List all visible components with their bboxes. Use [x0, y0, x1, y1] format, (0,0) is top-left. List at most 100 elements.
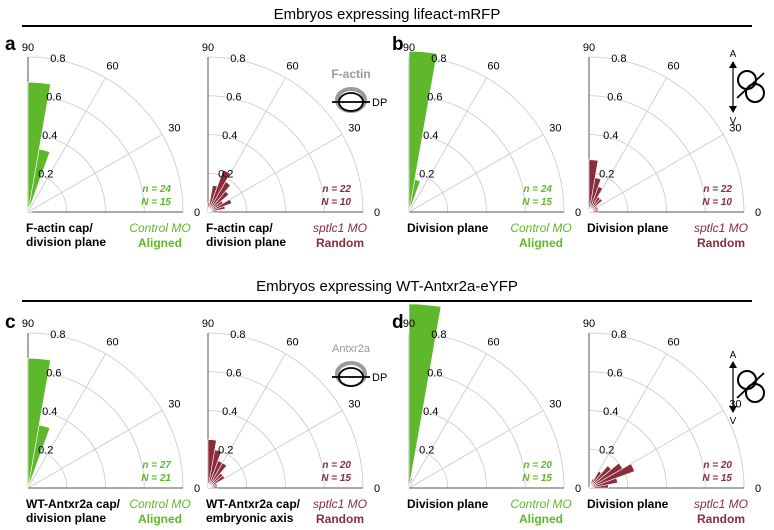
- ventral-label: V: [730, 416, 737, 427]
- embryo-N-label: N = 15: [522, 197, 552, 208]
- radial-gridline: [207, 134, 286, 213]
- polar-bar-mark: [207, 439, 217, 489]
- angle-tick-label: 90: [403, 42, 415, 54]
- radial-gridline: [27, 56, 184, 213]
- radial-tick-label: 0.8: [50, 329, 65, 341]
- xlabel-line: WT-Antxr2a cap/: [26, 497, 121, 511]
- polar-bar-mark: [27, 81, 51, 213]
- radial-tick-label: 0.4: [423, 406, 438, 418]
- schematic-dp-label: DP: [372, 372, 387, 384]
- daughter-cell-shape: [737, 70, 757, 90]
- radial-gridline: [588, 371, 706, 489]
- radial-tick-label: 0.8: [230, 53, 245, 65]
- radial-tick-label: 0.8: [431, 329, 446, 341]
- radial-gridline: [588, 95, 706, 213]
- xlabel-line: division plane: [26, 511, 106, 525]
- angle-tick-label: 60: [286, 337, 298, 349]
- embryo-N-label: N = 15: [321, 473, 351, 484]
- angle-tick-label: 60: [487, 61, 499, 73]
- division-plane-line: [736, 72, 765, 99]
- radial-tick-label: 0.6: [226, 367, 241, 379]
- radial-tick-label: 0.8: [230, 329, 245, 341]
- angle-tick-label: 0: [374, 207, 380, 219]
- radial-tick-label: 0.2: [419, 445, 434, 457]
- xlabel-line: Division plane: [407, 221, 489, 235]
- chart-xlabel: F-actin cap/division plane: [206, 221, 286, 249]
- radial-tick-label: 0.2: [218, 445, 233, 457]
- angle-gridline: [27, 353, 106, 489]
- polar-chart: 0.2 0.4 0.6 0.8 90 60 30 0 F-actin cap/division …: [202, 42, 380, 250]
- radial-gridline: [207, 332, 364, 489]
- sample-n-label: n = 22: [703, 184, 732, 195]
- radial-tick-label: 0.2: [38, 445, 53, 457]
- polar-bar-mark: [588, 478, 595, 489]
- embryo-N-label: N = 15: [141, 197, 171, 208]
- condition-label: Control MO: [129, 497, 190, 511]
- polar-chart: 0.2 0.4 0.6 0.8 90 60 30 0 WT-Antxr2a cap/divisi…: [22, 318, 200, 526]
- angle-tick-label: 0: [374, 483, 380, 495]
- result-label: Aligned: [138, 236, 182, 250]
- angle-gridline: [27, 77, 106, 213]
- angle-tick-label: 30: [549, 123, 561, 135]
- radial-tick-label: 0.2: [599, 445, 614, 457]
- xlabel-line: WT-Antxr2a cap/: [206, 497, 301, 511]
- polar-bar-mark: [207, 184, 218, 213]
- sample-n-label: n = 20: [523, 460, 552, 471]
- polar-bar-mark: [207, 169, 231, 213]
- polar-bar-mark: [588, 465, 612, 489]
- radial-gridline: [408, 410, 487, 489]
- radial-gridline: [588, 448, 629, 489]
- radial-gridline: [207, 172, 248, 213]
- angle-gridline: [408, 353, 487, 489]
- radial-tick-label: 0.4: [603, 406, 618, 418]
- condition-label: Control MO: [129, 221, 190, 235]
- angle-tick-label: 60: [106, 61, 118, 73]
- chart-xlabel: WT-Antxr2a cap/division plane: [26, 497, 121, 525]
- polar-bar-mark: [27, 210, 33, 213]
- polar-chart: 0.2 0.4 0.6 0.8 90 60 30 0 WT-Antxr2a cap/embryo…: [202, 318, 380, 526]
- radial-tick-label: 0.6: [427, 91, 442, 103]
- radial-tick-label: 0.4: [423, 130, 438, 142]
- embryo-N-label: N = 10: [321, 197, 351, 208]
- radial-tick-label: 0.8: [50, 53, 65, 65]
- angle-gridline: [408, 77, 487, 213]
- condition-label: Control MO: [510, 497, 571, 511]
- angle-tick-label: 90: [22, 318, 34, 330]
- angle-tick-label: 0: [194, 207, 200, 219]
- chart-xlabel: Division plane: [407, 221, 489, 235]
- angle-tick-label: 60: [667, 61, 679, 73]
- embryo-N-label: N = 15: [702, 473, 732, 484]
- angle-tick-label: 30: [168, 399, 180, 411]
- embryo-N-label: N = 15: [522, 473, 552, 484]
- chart-xlabel: Division plane: [587, 221, 669, 235]
- section-rule-top: [22, 25, 752, 27]
- daughter-cell-shape: [745, 383, 765, 403]
- radial-gridline: [27, 332, 184, 489]
- radial-gridline: [207, 56, 364, 213]
- av-schematic-top: A V: [729, 49, 765, 127]
- schematic-dp-label: DP: [372, 97, 387, 109]
- radial-tick-label: 0.4: [222, 406, 237, 418]
- radial-gridline: [27, 134, 106, 213]
- result-label: Random: [316, 236, 364, 250]
- arrow-up-head: [729, 61, 737, 68]
- radial-tick-label: 0.2: [419, 169, 434, 181]
- panel-letter-a: a: [5, 34, 16, 55]
- result-label: Aligned: [519, 236, 563, 250]
- radial-gridline: [207, 371, 325, 489]
- result-label: Aligned: [138, 512, 182, 526]
- radial-tick-label: 0.6: [46, 91, 61, 103]
- sample-n-label: n = 22: [322, 184, 351, 195]
- angle-tick-label: 30: [729, 123, 741, 135]
- angle-gridline: [27, 134, 163, 213]
- xlabel-line: division plane: [206, 235, 286, 249]
- av-schematic-bottom: A V: [729, 350, 765, 427]
- panel-letter-d: d: [392, 312, 404, 333]
- radial-tick-label: 0.8: [611, 329, 626, 341]
- polar-chart: 0.2 0.4 0.6 0.8 90 60 30 0 Division plane n = 20 N…: [403, 303, 581, 526]
- polar-bar-mark: [207, 202, 211, 213]
- angle-tick-label: 60: [106, 337, 118, 349]
- xlabel-line: division plane: [26, 235, 106, 249]
- condition-label: sptlc1 MO: [313, 221, 367, 235]
